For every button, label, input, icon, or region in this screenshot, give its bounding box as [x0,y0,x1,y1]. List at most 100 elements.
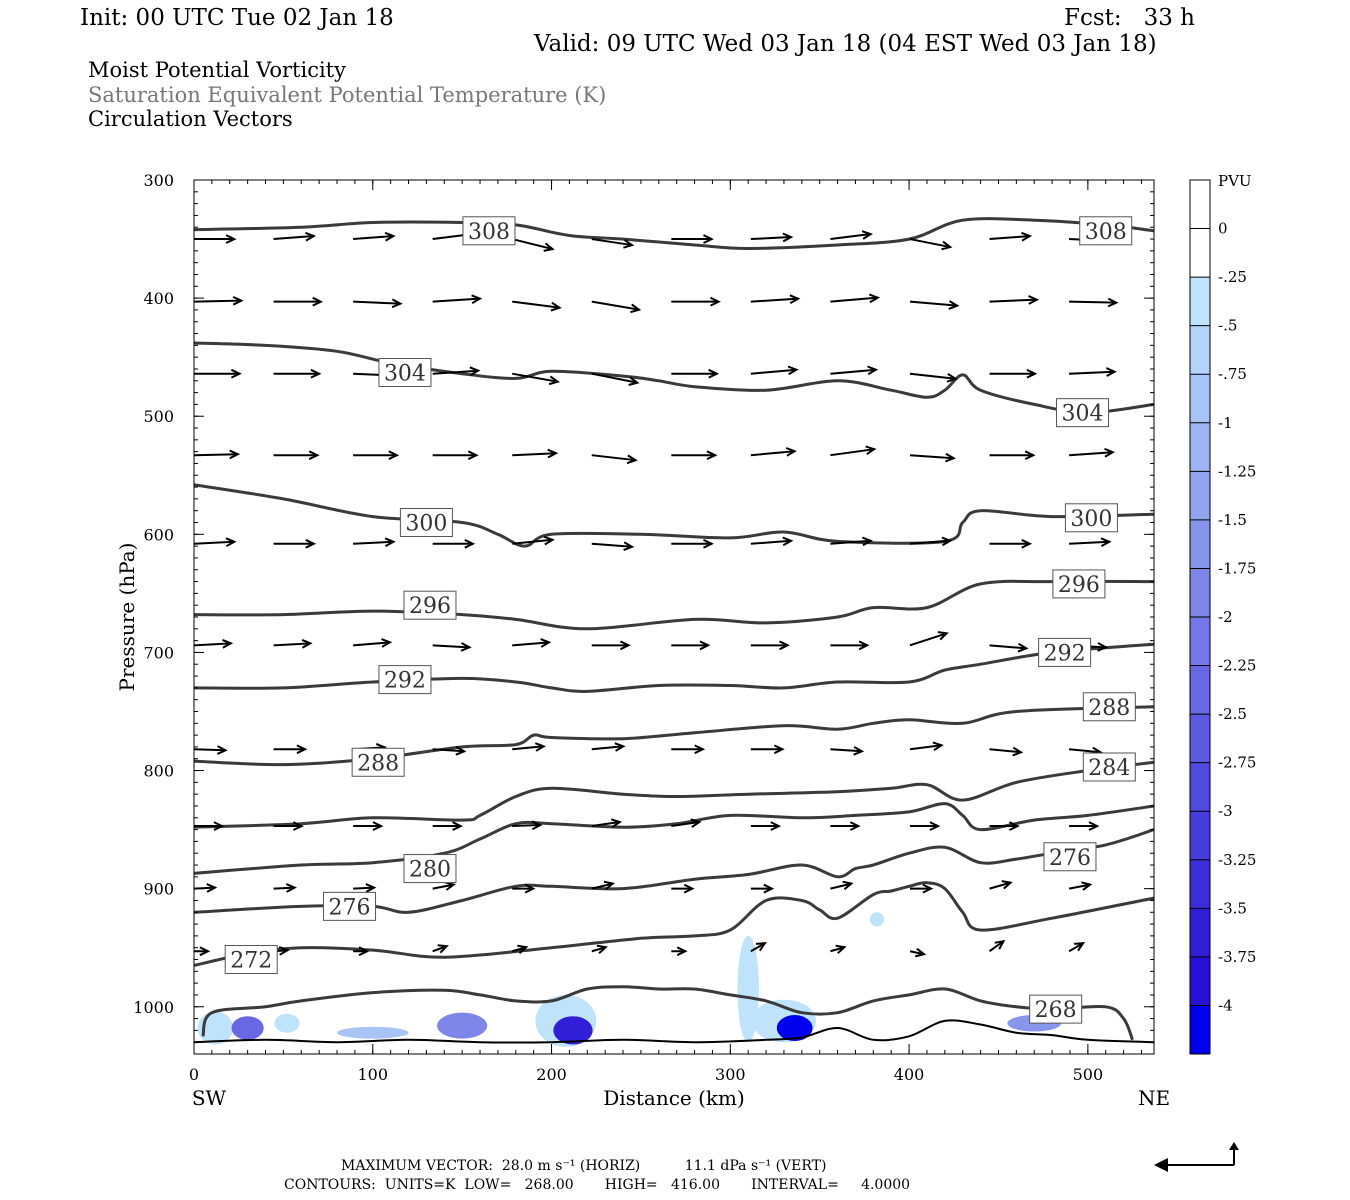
contour-label-box [378,665,432,695]
circulation-vector [591,640,631,651]
contour-label-box [1082,692,1136,722]
reference-vector-icon [1154,1142,1239,1172]
colorbar-label: -1.5 [1218,511,1247,529]
circulation-vector [432,538,476,549]
circulation-vector [671,450,718,461]
circulation-vector [194,368,242,379]
field-title-vectors: Circulation Vectors [88,107,293,131]
contour-label: 272 [230,949,272,974]
circulation-vector [989,368,1038,379]
colorbar-label: -1.25 [1218,462,1256,480]
colorbar-swatch [1190,811,1210,861]
circulation-vector [1069,367,1117,377]
circulation-vector [1068,942,1086,953]
y-tick-label: 700 [143,643,174,662]
contour-label: 300 [405,512,447,537]
y-tick-label: 800 [143,762,174,781]
contour-label: 292 [1044,641,1086,666]
circulation-vector [671,538,714,549]
contour-label: 296 [409,594,451,619]
colorbar-label: -2.5 [1218,705,1247,723]
circulation-vector [353,883,377,893]
circulation-vector [830,640,870,651]
circulation-vector [273,883,297,893]
max-vector-note: MAXIMUM VECTOR: 28.0 m s⁻¹ (HORIZ) 11.1 … [341,1158,827,1174]
circulation-vector [511,238,555,252]
circulation-vector [750,294,801,304]
circulation-vector [194,946,211,957]
y-tick-label: 900 [143,880,174,899]
circulation-vector [194,638,234,649]
circulation-vector [830,746,865,756]
circulation-vector [671,640,711,651]
theta-e-contour [194,760,1154,829]
circulation-vector [512,820,543,831]
contour-label: 284 [1088,756,1130,781]
circulation-vector [750,942,767,953]
pv-shading [197,912,1062,1047]
circulation-vector [830,293,880,304]
y-tick-label: 400 [143,289,174,308]
theta-e-contour [194,642,1154,693]
circulation-vector [512,742,547,752]
circulation-vector [830,230,874,241]
contour-label-box [1055,398,1109,428]
colorbar-label: -2.25 [1218,657,1256,675]
contour-label: 288 [357,751,399,776]
colorbar-swatch [1190,956,1210,1006]
circulation-vector [353,450,400,461]
theta-e-contour [194,217,1154,250]
contour-label-box [378,358,432,388]
colorbar-label: -.5 [1218,317,1237,335]
theta-e-contour [194,828,1154,914]
contour-labels: 308 308 304 304 300 300 296 296 292 292 288 288 284 2… [224,216,1136,1024]
colorbar-swatch [1190,665,1210,715]
contour-label: 280 [409,858,451,883]
colorbar-swatch [1190,908,1210,958]
x-tick-label: 500 [1073,1065,1104,1084]
pv-region [869,912,885,927]
colorbar-label: -4 [1218,996,1233,1014]
pv-region [776,1015,813,1042]
theta-e-contour [194,705,1154,767]
colorbar-swatch [1190,228,1210,278]
contour-label: 300 [1070,507,1112,532]
colorbar-label: -2 [1218,608,1233,626]
circulation-vector [909,821,941,831]
circulation-vector [432,294,483,304]
circulation-vector [353,946,370,957]
circulation-vector [750,447,797,457]
contour-label-box [1064,503,1118,533]
circulation-vector [273,368,322,379]
circulation-vector [750,232,794,243]
pv-region [337,1026,409,1039]
circulation-vector [194,295,244,306]
plot-frame [193,179,1155,1055]
colorbar-swatch [1190,325,1210,375]
circulation-vector [273,231,317,242]
circulation-vector [750,365,799,376]
colorbar-label: -3.25 [1218,851,1256,869]
colorbar-swatch [1190,568,1210,618]
circulation-vector [830,445,877,457]
contour-label-box [1029,994,1083,1024]
colorbar-swatch [1190,422,1210,472]
forecast-hour: Fcst: 33 h [1064,5,1195,31]
contour-label-box [1038,637,1092,667]
colorbar-swatch [1190,374,1210,424]
contour-label-box [462,216,516,246]
circulation-vector [909,631,949,647]
circulation-vector [909,883,934,894]
circulation-vector [353,537,396,547]
circulation-vector [591,300,642,314]
colorbar-swatch [1190,617,1210,667]
theta-e-contour [201,985,1134,1041]
circulation-vector [273,744,308,755]
contour-label: 308 [468,220,510,245]
circulation-vector [194,745,228,755]
contour-label: 292 [384,669,426,694]
circulation-vector [194,883,218,893]
circulation-vector [989,231,1033,242]
theta-e-contour [194,881,1154,967]
